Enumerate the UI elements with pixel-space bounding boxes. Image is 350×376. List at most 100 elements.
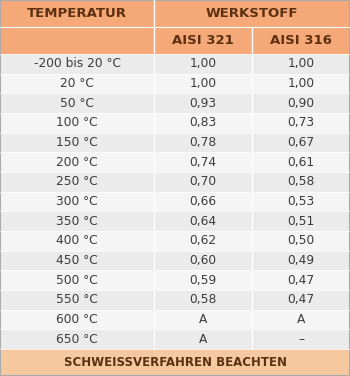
Bar (154, 172, 252, 192)
Text: 0,62: 0,62 (189, 234, 217, 247)
Text: 0,93: 0,93 (189, 97, 217, 110)
Text: 1,00: 1,00 (189, 77, 217, 90)
Bar (0, 94, 154, 113)
Text: 300 °C: 300 °C (56, 195, 98, 208)
Bar (154, 54, 252, 74)
Text: 350 °C: 350 °C (56, 215, 98, 228)
Text: 0,78: 0,78 (189, 136, 217, 149)
Text: 400 °C: 400 °C (56, 234, 98, 247)
Bar (0, 0, 154, 27)
Text: 200 °C: 200 °C (56, 156, 98, 169)
Bar (252, 329, 350, 349)
Text: 0,60: 0,60 (189, 254, 217, 267)
Bar (252, 172, 350, 192)
Bar (0, 113, 154, 133)
Text: 0,64: 0,64 (189, 215, 217, 228)
Text: 450 °C: 450 °C (56, 254, 98, 267)
Text: 600 °C: 600 °C (56, 313, 98, 326)
Bar (252, 152, 350, 172)
Text: 0,49: 0,49 (287, 254, 315, 267)
Bar (154, 211, 252, 231)
Bar (0, 74, 154, 94)
Bar (252, 192, 350, 211)
Text: 0,58: 0,58 (189, 293, 217, 306)
Text: 0,50: 0,50 (287, 234, 315, 247)
Text: –: – (298, 333, 304, 346)
Text: 1,00: 1,00 (189, 58, 217, 70)
Bar (0, 270, 154, 290)
Bar (0, 211, 154, 231)
Bar (154, 251, 252, 270)
Bar (0, 329, 154, 349)
Bar (154, 27, 252, 54)
Bar (154, 74, 252, 94)
Bar (252, 309, 350, 329)
Bar (252, 133, 350, 152)
Text: 1,00: 1,00 (287, 58, 315, 70)
Text: 650 °C: 650 °C (56, 333, 98, 346)
Text: 1,00: 1,00 (287, 77, 315, 90)
Bar (154, 270, 252, 290)
Bar (0, 251, 154, 270)
Bar (0, 133, 154, 152)
Text: AISI 321: AISI 321 (172, 34, 234, 47)
Text: 0,51: 0,51 (287, 215, 315, 228)
Text: A: A (199, 313, 207, 326)
Bar (252, 290, 350, 309)
Text: 0,90: 0,90 (287, 97, 315, 110)
Bar (154, 309, 252, 329)
Bar (252, 113, 350, 133)
Text: -200 bis 20 °C: -200 bis 20 °C (34, 58, 120, 70)
Text: 0,74: 0,74 (189, 156, 217, 169)
Bar (154, 0, 350, 27)
Bar (154, 231, 252, 251)
Bar (154, 152, 252, 172)
Bar (252, 27, 350, 54)
Text: 0,67: 0,67 (287, 136, 315, 149)
Bar (154, 133, 252, 152)
Text: 0,47: 0,47 (287, 274, 315, 287)
Bar (0, 231, 154, 251)
Bar (252, 74, 350, 94)
Bar (154, 329, 252, 349)
Bar (154, 192, 252, 211)
Text: 20 °C: 20 °C (60, 77, 94, 90)
Text: 550 °C: 550 °C (56, 293, 98, 306)
Bar (0, 54, 154, 74)
Bar (252, 270, 350, 290)
Text: 0,53: 0,53 (287, 195, 315, 208)
Bar (252, 211, 350, 231)
Text: 150 °C: 150 °C (56, 136, 98, 149)
Bar (252, 54, 350, 74)
Text: WERKSTOFF: WERKSTOFF (206, 7, 298, 20)
Bar (252, 231, 350, 251)
Text: SCHWEISSVERFAHREN BEACHTEN: SCHWEISSVERFAHREN BEACHTEN (63, 356, 287, 369)
Bar (0, 152, 154, 172)
Bar (154, 113, 252, 133)
Text: A: A (199, 333, 207, 346)
Text: 0,47: 0,47 (287, 293, 315, 306)
Text: 250 °C: 250 °C (56, 175, 98, 188)
Text: AISI 316: AISI 316 (270, 34, 332, 47)
Bar (154, 290, 252, 309)
Text: 0,73: 0,73 (287, 117, 315, 129)
Bar (0, 172, 154, 192)
Text: 0,58: 0,58 (287, 175, 315, 188)
Text: 0,61: 0,61 (287, 156, 315, 169)
Text: TEMPERATUR: TEMPERATUR (27, 7, 127, 20)
Bar (0, 192, 154, 211)
Bar (0, 27, 154, 54)
Text: 500 °C: 500 °C (56, 274, 98, 287)
Text: 0,66: 0,66 (189, 195, 217, 208)
Bar (252, 251, 350, 270)
Bar (0, 349, 350, 376)
Text: 50 °C: 50 °C (60, 97, 94, 110)
Text: 0,70: 0,70 (189, 175, 217, 188)
Bar (0, 309, 154, 329)
Text: 100 °C: 100 °C (56, 117, 98, 129)
Text: 0,59: 0,59 (189, 274, 217, 287)
Bar (252, 94, 350, 113)
Text: 0,83: 0,83 (189, 117, 217, 129)
Text: A: A (297, 313, 305, 326)
Bar (0, 290, 154, 309)
